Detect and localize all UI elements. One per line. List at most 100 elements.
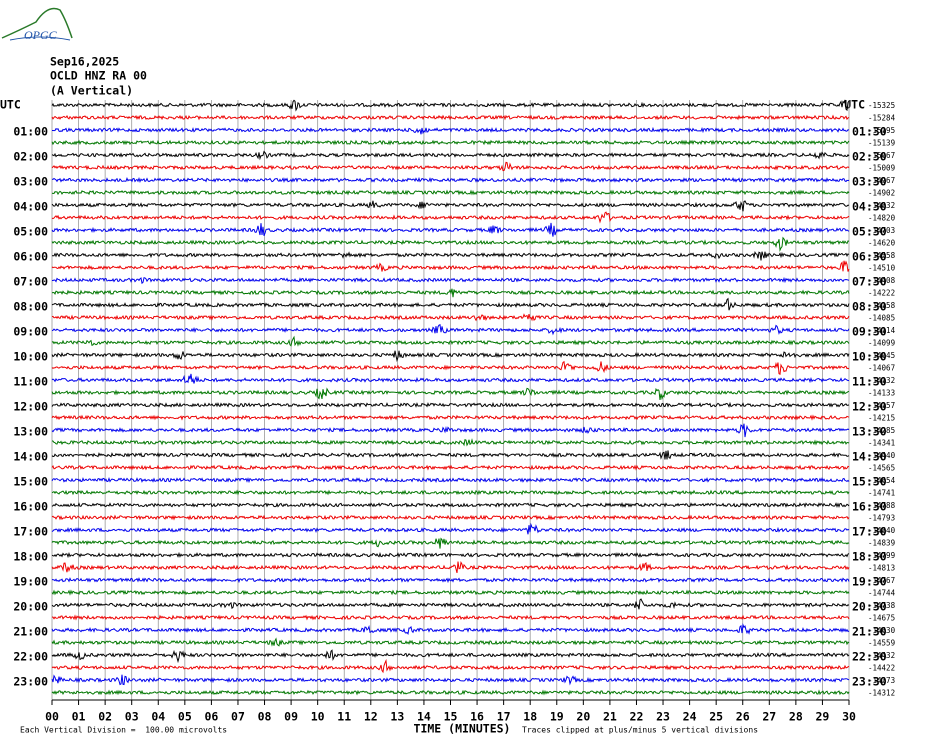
x-tick-label: 16 (470, 710, 484, 724)
trace (51, 99, 850, 112)
right-time-label: 23:30 (852, 675, 887, 689)
trace (51, 176, 850, 184)
trace (51, 674, 850, 686)
trace (51, 622, 850, 636)
trace-offset: -14565 (868, 464, 895, 473)
trace-offset: -14832 (868, 201, 895, 210)
trace-offset: -14114 (868, 326, 896, 335)
trace-offset: -14067 (868, 364, 895, 373)
trace-offset: -14045 (868, 351, 895, 360)
trace-offset: -14440 (868, 451, 896, 460)
logo-swoosh (9, 36, 71, 41)
trace-offset: -14967 (868, 176, 895, 185)
trace (51, 689, 850, 696)
trace-offset: -14744 (868, 589, 896, 598)
trace-offset: -15139 (868, 139, 895, 148)
trace-offset: -14157 (868, 401, 895, 410)
trace (51, 502, 850, 509)
left-time-label: 08:00 (13, 300, 48, 314)
trace-offset: -14510 (868, 264, 896, 273)
trace-offset: -14654 (868, 476, 896, 485)
right-time-label: 14:30 (852, 450, 887, 464)
trace-offset: -14902 (868, 189, 895, 198)
right-time-label: 06:30 (852, 250, 887, 264)
x-tick-label: 29 (816, 710, 830, 724)
right-time-label: 09:30 (852, 325, 887, 339)
trace (51, 114, 850, 121)
trace (51, 414, 850, 421)
trace (51, 598, 850, 610)
x-tick-label: 18 (523, 710, 537, 724)
trace (51, 614, 850, 621)
right-time-label: 19:30 (852, 575, 887, 589)
component: (A Vertical) (50, 84, 133, 98)
trace-offset: -14820 (868, 214, 896, 223)
x-axis-title: TIME (MINUTES) (414, 722, 511, 736)
trace-offset: -14285 (868, 426, 895, 435)
trace-offset: -14741 (868, 489, 895, 498)
trace (51, 323, 850, 336)
trace-offset: -14558 (868, 251, 896, 260)
left-time-label: 20:00 (13, 600, 48, 614)
right-time-label: 16:30 (852, 500, 887, 514)
trace (51, 476, 850, 484)
trace-offset: -14675 (868, 614, 895, 623)
trace-offset: -14432 (868, 651, 895, 660)
trace-offset: -14738 (868, 601, 896, 610)
x-tick-label: 09 (284, 710, 298, 724)
x-tick-label: 08 (258, 710, 272, 724)
trace (51, 150, 850, 161)
trace-offset: -15009 (868, 164, 895, 173)
right-time-label: 04:30 (852, 200, 887, 214)
trace-offset: -14630 (868, 626, 896, 635)
right-time-label: 11:30 (852, 375, 887, 389)
x-tick-label: 05 (178, 710, 192, 724)
trace (51, 350, 850, 363)
trace (51, 514, 850, 521)
scale-note: Each Vertical Division = 100.00 microvol… (20, 726, 227, 735)
x-tick-label: 28 (789, 710, 803, 724)
trace (51, 260, 850, 272)
trace-offset: -14813 (868, 564, 895, 573)
left-time-label: 22:00 (13, 650, 48, 664)
trace (51, 401, 850, 408)
left-time-label: 07:00 (13, 275, 48, 289)
trace (51, 423, 850, 438)
trace (51, 139, 850, 146)
trace (51, 658, 850, 674)
trace (51, 551, 850, 559)
trace (51, 637, 850, 647)
x-tick-label: 04 (151, 710, 165, 724)
trace (51, 189, 850, 196)
left-time-label: 11:00 (13, 375, 48, 389)
x-tick-label: 00 (45, 710, 59, 724)
trace (51, 387, 850, 401)
x-tick-label: 27 (762, 710, 776, 724)
logo: OPGC (1, 7, 73, 42)
left-time-label: 17:00 (13, 525, 48, 539)
trace-offset: -15325 (868, 101, 895, 110)
trace (51, 288, 850, 298)
right-time-label: 02:30 (852, 150, 887, 164)
x-tick-label: 20 (576, 710, 590, 724)
trace (51, 373, 850, 384)
traces (51, 99, 850, 696)
left-time-label: 18:00 (13, 550, 48, 564)
trace (52, 126, 850, 135)
left-time-label: 19:00 (13, 575, 48, 589)
right-time-label: 15:30 (852, 475, 887, 489)
trace (51, 489, 850, 496)
trace-offset: -14408 (868, 276, 896, 285)
trace-offset: -14788 (868, 501, 896, 510)
left-axis-title: UTC (0, 98, 21, 112)
x-tick-label: 07 (231, 710, 245, 724)
trace-offset: -14222 (868, 289, 895, 298)
trace-offset: -14132 (868, 376, 895, 385)
left-time-label: 03:00 (13, 175, 48, 189)
trace (51, 200, 850, 212)
x-tick-label: 19 (550, 710, 564, 724)
trace-offset: -15067 (868, 151, 895, 160)
trace (51, 438, 850, 447)
right-time-label: 01:30 (852, 125, 887, 139)
